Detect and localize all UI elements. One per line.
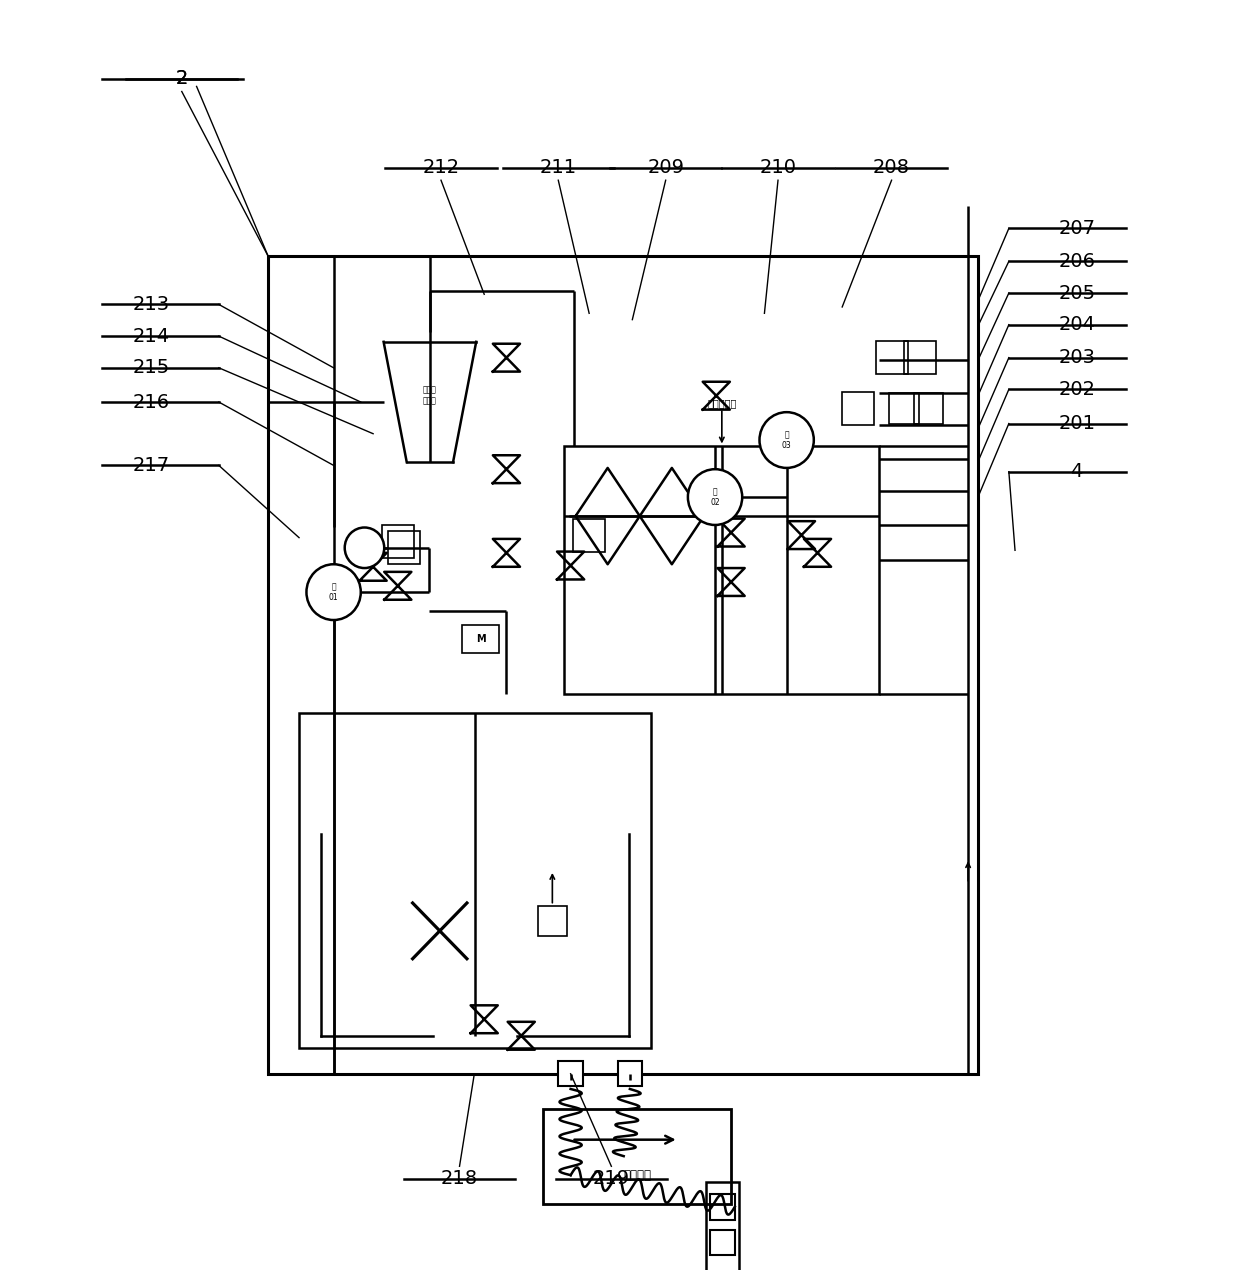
Text: 209: 209 <box>647 158 684 177</box>
Circle shape <box>759 412 813 468</box>
Bar <box>618 1062 642 1086</box>
Text: 213: 213 <box>133 295 170 314</box>
Text: 树脂装载: 树脂装载 <box>624 1170 651 1183</box>
Text: 210: 210 <box>760 158 796 177</box>
Bar <box>537 905 567 936</box>
Bar <box>573 518 605 551</box>
Bar <box>914 393 944 424</box>
Bar <box>842 392 874 425</box>
Bar <box>711 1230 735 1255</box>
Bar <box>382 524 414 558</box>
Text: M: M <box>476 634 485 644</box>
Text: 207: 207 <box>1058 219 1095 238</box>
Text: 219: 219 <box>593 1170 630 1189</box>
Bar <box>711 1194 735 1220</box>
Bar <box>875 341 908 374</box>
Text: 208: 208 <box>873 158 910 177</box>
Bar <box>268 256 978 1073</box>
Text: 泵
02: 泵 02 <box>711 488 720 507</box>
Text: 216: 216 <box>133 392 170 411</box>
Text: 204: 204 <box>1058 316 1095 335</box>
Bar <box>558 1062 583 1086</box>
Circle shape <box>345 527 384 568</box>
Bar <box>564 447 879 694</box>
Text: 206: 206 <box>1058 252 1095 271</box>
Text: 217: 217 <box>133 456 170 475</box>
Text: 201: 201 <box>1058 414 1095 433</box>
Text: 2: 2 <box>176 69 188 88</box>
Text: 4: 4 <box>1070 462 1083 481</box>
Bar <box>707 1181 739 1273</box>
Text: 2: 2 <box>176 69 188 88</box>
Bar <box>904 341 936 374</box>
Circle shape <box>688 470 743 524</box>
Text: 203: 203 <box>1058 348 1095 367</box>
Text: 211: 211 <box>539 158 577 177</box>
Text: 218: 218 <box>441 1170 479 1189</box>
Bar <box>299 713 651 1049</box>
Text: 202: 202 <box>1058 379 1095 398</box>
Bar <box>388 531 420 564</box>
Bar <box>543 1109 732 1204</box>
Text: 215: 215 <box>133 358 170 377</box>
Text: 214: 214 <box>133 327 170 345</box>
Text: 212: 212 <box>423 158 460 177</box>
Bar <box>463 625 498 653</box>
Text: 除盐水入口: 除盐水入口 <box>707 398 737 409</box>
Text: 泵
01: 泵 01 <box>329 583 339 602</box>
Text: 泵
03: 泵 03 <box>781 430 791 449</box>
Text: 废树脂
收集器: 废树脂 收集器 <box>423 386 436 406</box>
Bar <box>889 393 919 424</box>
Circle shape <box>306 564 361 620</box>
Text: 205: 205 <box>1058 284 1095 303</box>
